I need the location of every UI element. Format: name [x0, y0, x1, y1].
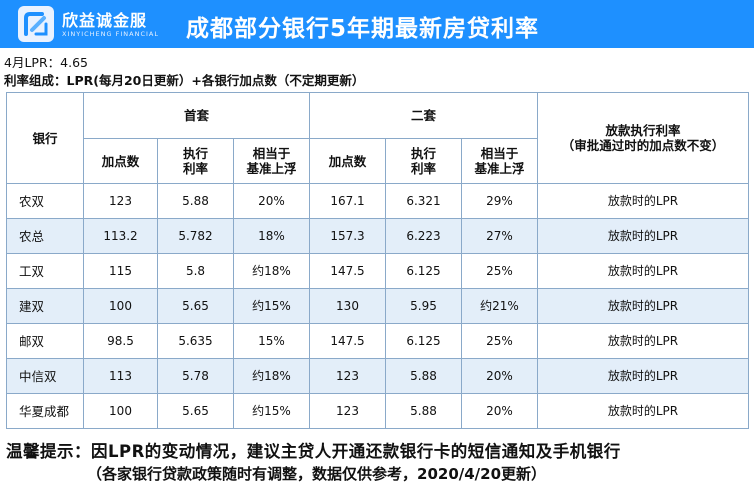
table-row: 工双 115 5.8 约18% 147.5 6.125 25% 放款时的LPR	[6, 253, 749, 289]
bank-cell: 华夏成都	[6, 393, 84, 429]
exec-rate-header-note: （审批通过时的加点数不变）	[561, 138, 725, 153]
rate-cell: 5.78	[157, 358, 234, 394]
bank-cell: 邮双	[6, 323, 84, 359]
rates-table: 银行 首套 二套 放款执行利率 （审批通过时的加点数不变） 加点数 执行 利率 相…	[6, 92, 749, 429]
rate-cell: 6.125	[385, 253, 462, 289]
points-cell: 115	[83, 253, 158, 289]
points-header-first: 加点数	[83, 138, 158, 184]
composition-line: 利率组成：LPR(每月20日更新）+各银行加点数（不定期更新）	[4, 73, 365, 88]
rate-cell: 5.88	[385, 358, 462, 394]
table-row: 农总 113.2 5.782 18% 157.3 6.223 27% 放款时的L…	[6, 218, 749, 254]
float-cell: 27%	[461, 218, 538, 254]
rate-cell: 5.635	[157, 323, 234, 359]
table-row: 农双 123 5.88 20% 167.1 6.321 29% 放款时的LPR	[6, 183, 749, 219]
rate-cell: 5.95	[385, 288, 462, 324]
table-row: 邮双 98.5 5.635 15% 147.5 6.125 25% 放款时的LP…	[6, 323, 749, 359]
float-cell: 约15%	[233, 393, 310, 429]
rate-cell: 5.88	[157, 183, 234, 219]
exec-cell: 放款时的LPR	[537, 253, 749, 289]
rate-cell: 5.65	[157, 393, 234, 429]
float-cell: 18%	[233, 218, 310, 254]
exec-cell: 放款时的LPR	[537, 288, 749, 324]
page-header: 欣益诚金服 XINYICHENG FINANCIAL 成都部分银行5年期最新房贷…	[0, 0, 754, 48]
points-cell: 167.1	[309, 183, 386, 219]
exec-cell: 放款时的LPR	[537, 218, 749, 254]
exec-cell: 放款时的LPR	[537, 323, 749, 359]
points-cell: 98.5	[83, 323, 158, 359]
rate-cell: 6.125	[385, 323, 462, 359]
bank-cell: 中信双	[6, 358, 84, 394]
float-header-first: 相当于 基准上浮	[233, 138, 310, 184]
rate-cell: 5.8	[157, 253, 234, 289]
brand-logo-icon	[18, 6, 54, 42]
rate-cell: 5.782	[157, 218, 234, 254]
points-cell: 123	[83, 183, 158, 219]
bank-cell: 建双	[6, 288, 84, 324]
footer-note: （各家银行贷款政策随时有调整，数据仅供参考，2020/4/20更新）	[87, 465, 547, 483]
float-cell: 约15%	[233, 288, 310, 324]
lpr-line: 4月LPR：4.65	[4, 55, 88, 70]
footer-panel	[0, 430, 754, 500]
brand-name-en: XINYICHENG FINANCIAL	[62, 30, 159, 38]
table-row: 中信双 113 5.78 约18% 123 5.88 20% 放款时的LPR	[6, 358, 749, 394]
float-cell: 约18%	[233, 358, 310, 394]
points-cell: 157.3	[309, 218, 386, 254]
brand-name: 欣益诚金服	[62, 11, 148, 30]
float-cell: 20%	[233, 183, 310, 219]
table-row: 建双 100 5.65 约15% 130 5.95 约21% 放款时的LPR	[6, 288, 749, 324]
rate-cell: 5.65	[157, 288, 234, 324]
rate-header-second: 执行 利率	[385, 138, 462, 184]
points-cell: 130	[309, 288, 386, 324]
points-cell: 147.5	[309, 253, 386, 289]
first-home-header: 首套	[83, 92, 310, 139]
points-cell: 147.5	[309, 323, 386, 359]
exec-cell: 放款时的LPR	[537, 393, 749, 429]
bank-cell: 工双	[6, 253, 84, 289]
points-cell: 100	[83, 393, 158, 429]
second-home-header: 二套	[309, 92, 538, 139]
float-cell: 约18%	[233, 253, 310, 289]
bank-cell: 农总	[6, 218, 84, 254]
float-cell: 约21%	[461, 288, 538, 324]
points-cell: 123	[309, 358, 386, 394]
exec-cell: 放款时的LPR	[537, 183, 749, 219]
exec-cell: 放款时的LPR	[537, 358, 749, 394]
float-cell: 15%	[233, 323, 310, 359]
table-row: 华夏成都 100 5.65 约15% 123 5.88 20% 放款时的LPR	[6, 393, 749, 429]
footer-tip: 温馨提示：因LPR的变动情况，建议主贷人开通还款银行卡的短信通知及手机银行	[6, 442, 621, 461]
points-cell: 113.2	[83, 218, 158, 254]
rate-cell: 5.88	[385, 393, 462, 429]
page-title: 成都部分银行5年期最新房贷利率	[186, 16, 540, 42]
rate-header-first: 执行 利率	[157, 138, 234, 184]
exec-rate-header: 放款执行利率 （审批通过时的加点数不变）	[537, 92, 749, 184]
float-cell: 20%	[461, 393, 538, 429]
float-cell: 25%	[461, 323, 538, 359]
points-header-second: 加点数	[309, 138, 386, 184]
points-cell: 100	[83, 288, 158, 324]
bank-cell: 农双	[6, 183, 84, 219]
points-cell: 123	[309, 393, 386, 429]
bank-header: 银行	[6, 92, 84, 184]
rate-cell: 6.321	[385, 183, 462, 219]
exec-rate-header-title: 放款执行利率	[605, 123, 681, 138]
rate-cell: 6.223	[385, 218, 462, 254]
float-cell: 29%	[461, 183, 538, 219]
float-cell: 25%	[461, 253, 538, 289]
points-cell: 113	[83, 358, 158, 394]
float-cell: 20%	[461, 358, 538, 394]
float-header-second: 相当于 基准上浮	[461, 138, 538, 184]
